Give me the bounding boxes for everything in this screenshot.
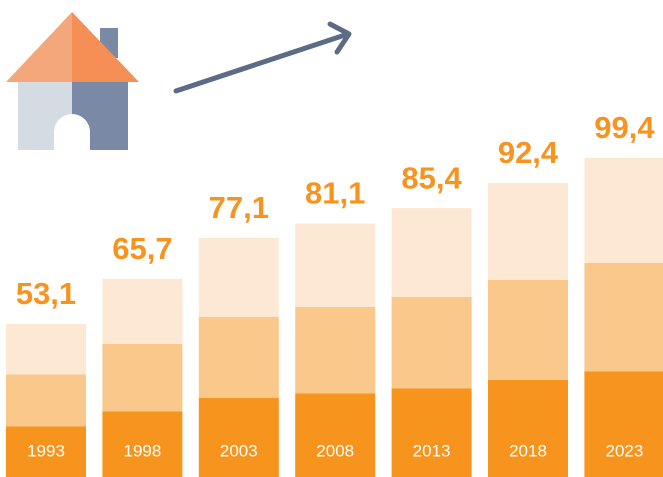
value-label: 92,4	[498, 135, 559, 170]
value-label: 99,4	[594, 110, 655, 145]
bar	[584, 157, 663, 477]
x-tick-label: 2023	[605, 441, 643, 460]
value-label: 77,1	[209, 190, 269, 225]
bar	[198, 237, 279, 477]
bar	[102, 278, 183, 477]
bar	[6, 323, 86, 477]
value-label: 65,7	[112, 231, 172, 266]
house-icon	[6, 12, 139, 150]
trend-arrow	[173, 21, 352, 94]
bar	[488, 182, 568, 477]
bar	[295, 223, 376, 477]
x-tick-label: 2003	[220, 441, 258, 460]
value-label: 85,4	[401, 160, 462, 195]
x-tick-label: 1993	[27, 441, 65, 460]
x-tick-label: 2008	[316, 441, 354, 460]
x-tick-label: 1998	[123, 441, 161, 460]
value-label: 81,1	[305, 176, 365, 211]
value-label: 53,1	[16, 276, 76, 311]
x-tick-label: 2013	[413, 441, 451, 460]
bar	[391, 208, 472, 477]
x-tick-label: 2018	[509, 441, 547, 460]
